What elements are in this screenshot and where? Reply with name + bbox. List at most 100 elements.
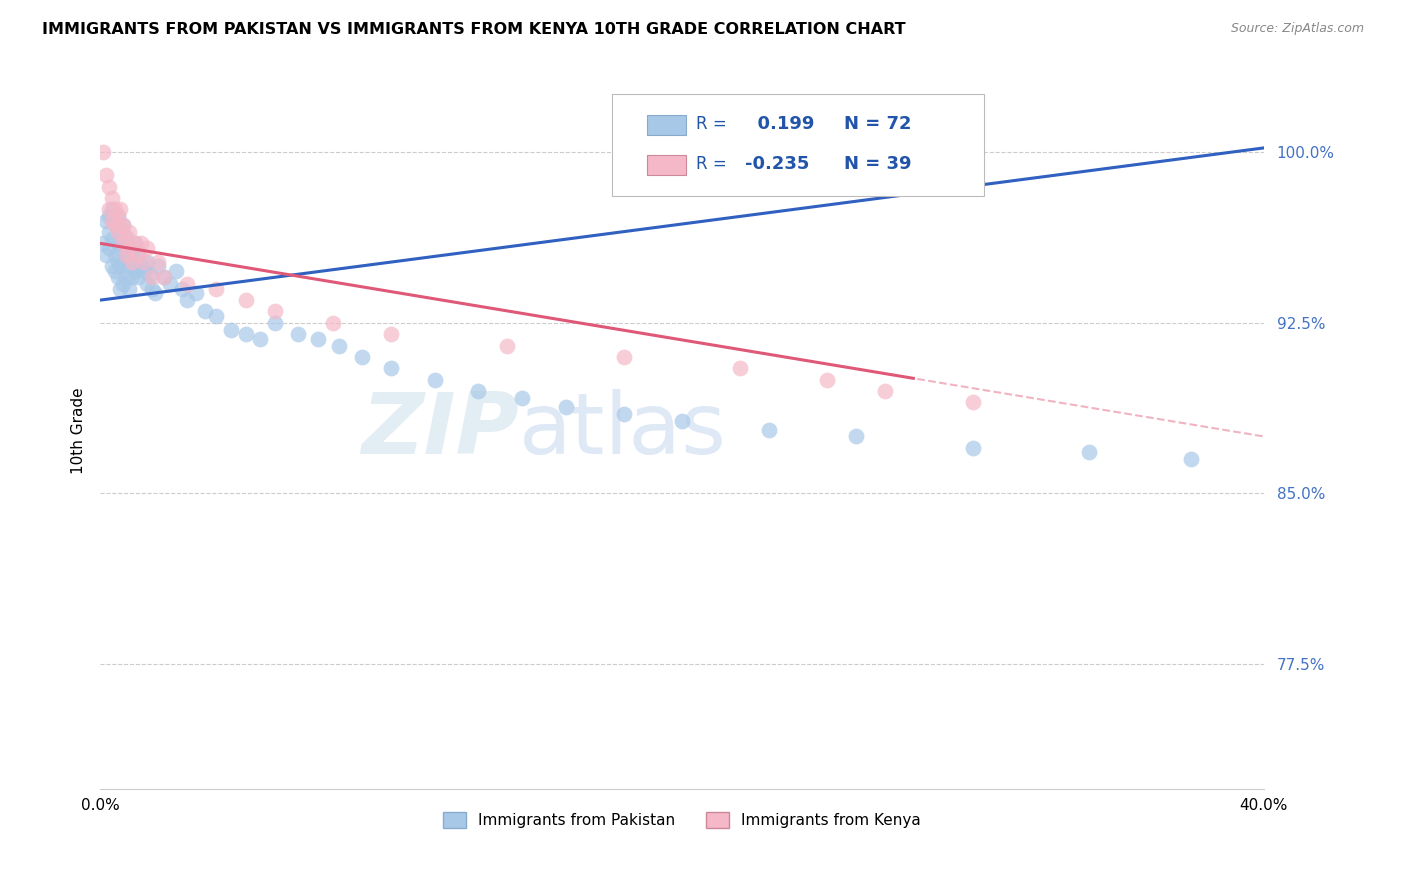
Point bbox=[107, 209, 129, 223]
Point bbox=[613, 350, 636, 364]
Point bbox=[235, 293, 257, 307]
Point bbox=[132, 254, 155, 268]
Point bbox=[1180, 452, 1202, 467]
Point bbox=[307, 332, 329, 346]
Point bbox=[127, 245, 149, 260]
Point bbox=[91, 236, 114, 251]
Point bbox=[176, 277, 198, 292]
Point bbox=[671, 413, 693, 427]
Point bbox=[112, 236, 135, 251]
Point bbox=[112, 218, 135, 232]
Point bbox=[115, 229, 138, 244]
Point bbox=[104, 248, 127, 262]
Point bbox=[815, 373, 838, 387]
Text: R =: R = bbox=[696, 155, 727, 173]
Point bbox=[97, 241, 120, 255]
Point bbox=[110, 241, 132, 255]
Point bbox=[129, 259, 152, 273]
Point bbox=[118, 225, 141, 239]
Point bbox=[135, 254, 157, 268]
Point bbox=[104, 218, 127, 232]
Point bbox=[194, 304, 217, 318]
Y-axis label: 10th Grade: 10th Grade bbox=[72, 387, 86, 474]
Point bbox=[322, 316, 344, 330]
Point bbox=[94, 248, 117, 262]
Point bbox=[554, 400, 576, 414]
Point bbox=[100, 259, 122, 273]
Point bbox=[159, 277, 181, 292]
Point bbox=[104, 202, 127, 217]
Point bbox=[124, 263, 146, 277]
Point bbox=[115, 248, 138, 262]
Point bbox=[100, 191, 122, 205]
Text: R =: R = bbox=[696, 115, 727, 133]
Point bbox=[423, 373, 446, 387]
Point bbox=[112, 236, 135, 251]
Point bbox=[110, 223, 132, 237]
Point bbox=[100, 202, 122, 217]
Point bbox=[205, 282, 228, 296]
Text: Source: ZipAtlas.com: Source: ZipAtlas.com bbox=[1230, 22, 1364, 36]
Point bbox=[91, 145, 114, 160]
Point bbox=[97, 202, 120, 217]
Point bbox=[121, 254, 143, 268]
Point bbox=[115, 248, 138, 262]
Point bbox=[94, 168, 117, 182]
Point bbox=[94, 213, 117, 227]
Point bbox=[135, 241, 157, 255]
Point bbox=[110, 282, 132, 296]
Point bbox=[219, 323, 242, 337]
Point bbox=[127, 270, 149, 285]
Point bbox=[124, 236, 146, 251]
Point bbox=[104, 263, 127, 277]
Point bbox=[107, 236, 129, 251]
Point bbox=[112, 277, 135, 292]
Point bbox=[962, 395, 984, 409]
Point bbox=[141, 282, 163, 296]
Point bbox=[141, 270, 163, 285]
Point bbox=[613, 407, 636, 421]
Point bbox=[758, 423, 780, 437]
Point bbox=[118, 282, 141, 296]
Point bbox=[132, 263, 155, 277]
Point bbox=[110, 202, 132, 217]
Point bbox=[107, 270, 129, 285]
Point bbox=[875, 384, 897, 398]
Point bbox=[205, 309, 228, 323]
Point bbox=[328, 338, 350, 352]
Point bbox=[184, 286, 207, 301]
Point bbox=[170, 282, 193, 296]
Point bbox=[97, 209, 120, 223]
Point bbox=[962, 441, 984, 455]
Point bbox=[145, 286, 167, 301]
Text: atlas: atlas bbox=[519, 389, 727, 472]
Point bbox=[110, 259, 132, 273]
Point bbox=[121, 248, 143, 262]
Point bbox=[107, 209, 129, 223]
Point bbox=[350, 350, 373, 364]
Point bbox=[235, 327, 257, 342]
Point bbox=[249, 332, 271, 346]
Point bbox=[1078, 445, 1101, 459]
Point bbox=[97, 225, 120, 239]
Point bbox=[100, 213, 122, 227]
Point bbox=[129, 236, 152, 251]
Point bbox=[107, 225, 129, 239]
Point bbox=[263, 316, 285, 330]
Point bbox=[121, 270, 143, 285]
Point bbox=[115, 229, 138, 244]
Point bbox=[138, 268, 160, 282]
Point bbox=[104, 218, 127, 232]
Point bbox=[115, 270, 138, 285]
Legend: Immigrants from Pakistan, Immigrants from Kenya: Immigrants from Pakistan, Immigrants fro… bbox=[437, 806, 927, 835]
Point bbox=[148, 254, 170, 268]
Point bbox=[728, 361, 751, 376]
Point bbox=[127, 248, 149, 262]
Text: N = 39: N = 39 bbox=[844, 155, 911, 173]
Point bbox=[112, 254, 135, 268]
Point bbox=[153, 270, 176, 285]
Point bbox=[97, 179, 120, 194]
Point bbox=[287, 327, 309, 342]
Point bbox=[467, 384, 489, 398]
Point bbox=[118, 259, 141, 273]
